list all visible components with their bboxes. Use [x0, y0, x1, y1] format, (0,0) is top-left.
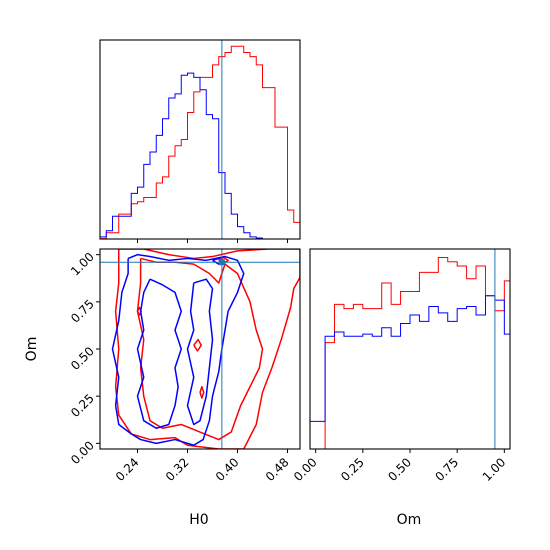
contour-blue-level-1	[136, 278, 182, 429]
contour-panel-y-tick-label: 1.00	[68, 250, 97, 279]
h0-om-contour-panel: 0.24 0.32 0.40 0.48 0.00 0.25 0.50 0.75 1.00	[68, 248, 301, 484]
h0-histogram-panel	[99, 39, 301, 243]
om-series-blue-histogram	[309, 295, 511, 449]
om-panel-x-tick-label: 0.75	[432, 455, 461, 484]
contour-panel-x-tick-label: 0.24	[113, 455, 142, 484]
x-axis-label-om: Om	[397, 512, 422, 528]
contour-blue-level-0	[111, 253, 245, 446]
contour-red-level-3	[193, 338, 202, 352]
contour-truth-marker	[218, 259, 225, 266]
om-series-red-histogram	[310, 257, 511, 450]
om-panel-x-tick-label: 0.25	[338, 455, 367, 484]
contour-panel-x-tick-label: 0.48	[263, 455, 292, 484]
h0-series-red-histogram	[99, 45, 301, 240]
om-panel-frame	[309, 248, 511, 450]
contour-panel-y-tick-label: 0.25	[68, 391, 97, 420]
x-axis-label-h0: H0	[189, 512, 208, 528]
contour-panel-x-tick-label: 0.32	[163, 455, 192, 484]
om-panel-x-tick-label: 0.00	[291, 455, 320, 484]
contour-panel-y-tick-label: 0.00	[68, 438, 97, 467]
h0-series-blue-histogram	[99, 72, 300, 240]
om-panel-x-tick-label: 1.00	[480, 455, 509, 484]
om-histogram-panel: 0.00 0.25 0.50 0.75 1.00	[291, 248, 511, 484]
om-panel-x-tick-label: 0.50	[385, 455, 414, 484]
contour-blue-level-2	[186, 278, 214, 426]
contour-panel-y-tick-label: 0.75	[68, 297, 97, 326]
contour-panel-x-tick-label: 0.40	[213, 455, 242, 484]
contour-red-level-5	[199, 385, 205, 399]
contour-red-level-1	[136, 257, 264, 441]
h0-panel-frame	[99, 39, 301, 240]
contour-panel-y-tick-label: 0.50	[68, 344, 97, 373]
contour-plot-area	[100, 249, 300, 449]
y-axis-label-om: Om	[24, 337, 40, 362]
